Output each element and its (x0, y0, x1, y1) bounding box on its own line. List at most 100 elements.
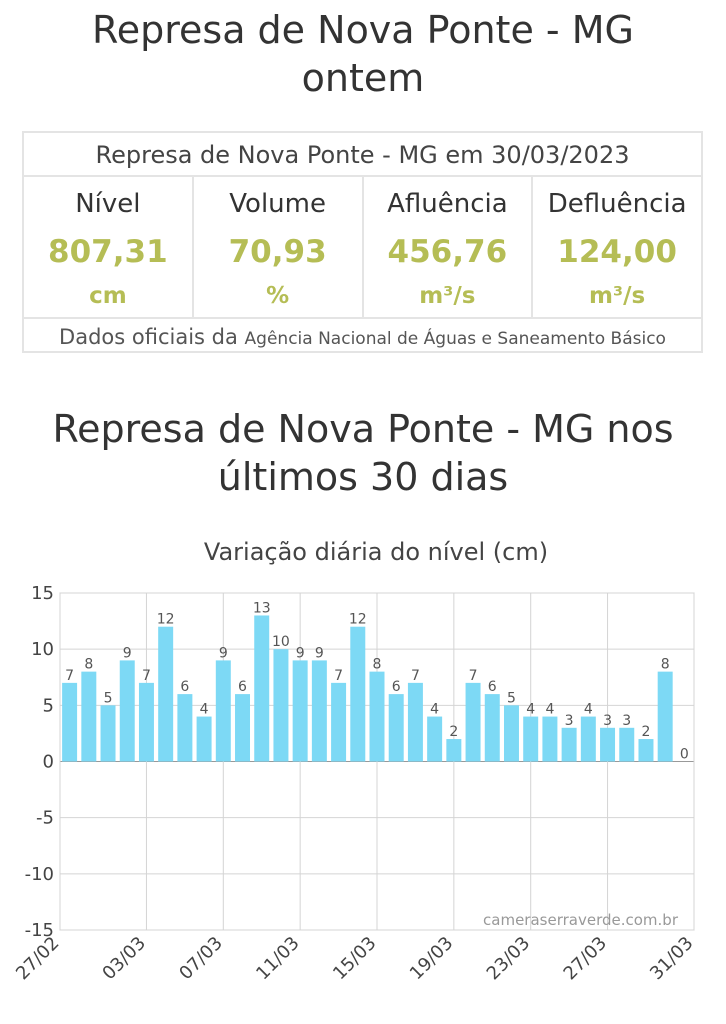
bar (311, 660, 327, 762)
stats-heading: Represa de Nova Ponte - MG em 30/03/2023 (24, 133, 701, 177)
x-tick-label: 15/03 (329, 933, 381, 985)
bar-value-label: 3 (622, 713, 631, 729)
y-tick-label: -15 (25, 920, 54, 941)
bar (350, 626, 366, 762)
stat-value: 807,31 (48, 234, 168, 270)
y-tick-label: 0 (43, 752, 54, 773)
bar-value-label: 0 (680, 747, 689, 763)
x-tick-label: 07/03 (175, 933, 227, 985)
chart-section-title: Represa de Nova Ponte - MG nos últimos 3… (20, 405, 706, 501)
bar (638, 739, 654, 762)
stat-volume: Volume 70,93 % (194, 177, 364, 317)
bar-value-label: 6 (392, 679, 401, 695)
bar-value-label: 6 (238, 679, 247, 695)
bar (81, 671, 97, 762)
y-tick-label: 5 (43, 695, 54, 716)
bar-value-label: 9 (296, 645, 305, 661)
bar-value-label: 4 (200, 702, 209, 718)
bar-value-label: 7 (469, 668, 478, 684)
bar-value-label: 8 (373, 657, 382, 673)
bar (503, 705, 519, 762)
stat-unit: % (266, 283, 290, 309)
x-tick-label: 23/03 (483, 933, 535, 985)
bar (561, 727, 577, 762)
y-tick-label: 10 (31, 639, 54, 660)
chart-y-ticks: 15 10 5 0 -5 -10 -15 (25, 583, 54, 941)
bar (388, 694, 404, 762)
stat-unit: m³/s (419, 283, 476, 309)
bar (619, 727, 635, 762)
bar-value-label: 12 (349, 612, 367, 628)
bar (407, 682, 423, 762)
bar-value-label: 9 (219, 645, 228, 661)
bar-value-label: 3 (603, 713, 612, 729)
bar-value-label: 5 (507, 690, 516, 706)
bar (331, 682, 347, 762)
bar-value-label: 10 (272, 634, 290, 650)
page-title: Represa de Nova Ponte - MG ontem (40, 6, 686, 102)
bar-value-label: 9 (123, 645, 132, 661)
bar-value-label: 2 (449, 724, 458, 740)
page-title-line1: Represa de Nova Ponte - MG (92, 8, 634, 52)
y-tick-label: -5 (36, 808, 54, 829)
chart-section-title-line1: Represa de Nova Ponte - MG nos (52, 407, 674, 451)
bar-value-label: 4 (526, 702, 535, 718)
daily-level-chart: Variação diária do nível (cm) 7859712649… (12, 538, 698, 985)
bar (235, 694, 251, 762)
bar (119, 660, 135, 762)
stat-afluencia: Afluência 456,76 m³/s (364, 177, 534, 317)
bar (657, 671, 673, 762)
x-tick-label: 03/03 (98, 933, 150, 985)
bar-value-label: 2 (642, 724, 651, 740)
bar (292, 660, 308, 762)
stats-table: Represa de Nova Ponte - MG em 30/03/2023… (22, 131, 703, 353)
bar (542, 716, 558, 762)
footer-prefix: Dados oficiais da (59, 325, 238, 349)
stat-value: 456,76 (387, 234, 508, 270)
bar-value-label: 7 (334, 668, 343, 684)
x-tick-label: 31/03 (646, 933, 698, 985)
bar (62, 682, 78, 762)
bar (580, 716, 596, 762)
stat-label: Afluência (387, 189, 508, 219)
bar (196, 716, 212, 762)
bar-value-label: 4 (545, 702, 554, 718)
bar-value-label: 5 (104, 690, 113, 706)
y-tick-label: -10 (25, 864, 54, 885)
bar (484, 694, 500, 762)
stat-unit: m³/s (589, 283, 646, 309)
chart-section-title-line2: últimos 30 dias (217, 455, 509, 499)
y-tick-label: 15 (31, 583, 54, 604)
bar-value-label: 12 (157, 612, 175, 628)
bar (523, 716, 539, 762)
stat-unit: cm (89, 283, 127, 309)
stat-value: 70,93 (228, 234, 327, 270)
bar (138, 682, 154, 762)
bar-value-label: 9 (315, 645, 324, 661)
bar-value-label: 6 (180, 679, 189, 695)
x-tick-label: 11/03 (252, 933, 304, 985)
stat-label: Volume (229, 189, 326, 219)
page-title-line2: ontem (301, 56, 425, 100)
stat-defluencia: Defluência 124,00 m³/s (533, 177, 701, 317)
stat-value: 124,00 (557, 234, 677, 270)
bar (177, 694, 193, 762)
bar-value-label: 13 (253, 600, 271, 616)
x-tick-label: 27/03 (560, 933, 612, 985)
bar (465, 682, 481, 762)
bar (446, 739, 462, 762)
chart-bars (62, 615, 673, 762)
bar (427, 716, 443, 762)
bar-value-label: 7 (411, 668, 420, 684)
bar (273, 649, 289, 762)
bar (254, 615, 270, 762)
bar (600, 727, 616, 762)
bar-value-label: 3 (565, 713, 574, 729)
bar (158, 626, 174, 762)
chart-x-ticks: 27/02 03/03 07/03 11/03 15/03 19/03 23/03 27/03… (12, 933, 698, 985)
bar-value-label: 7 (65, 668, 74, 684)
bar-value-label: 8 (84, 657, 93, 673)
stat-nivel: Nível 807,31 cm (24, 177, 194, 317)
footer-source-link[interactable]: Agência Nacional de Águas e Saneamento B… (244, 329, 666, 349)
